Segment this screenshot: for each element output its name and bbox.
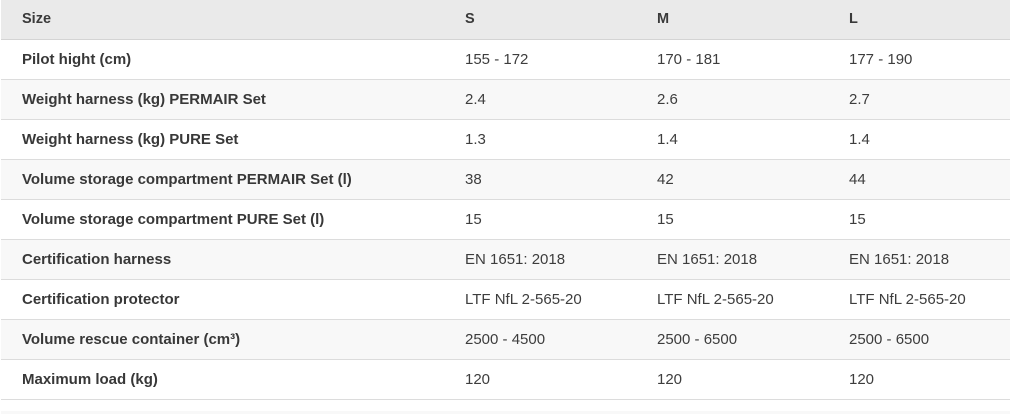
header-cell-l: L (828, 0, 1010, 40)
cell-value-m: LTF NfL 2-565-20 (636, 279, 828, 320)
table-row-volume-pure: Volume storage compartment PURE Set (l) … (1, 199, 1010, 240)
spec-table-body: Pilot hight (cm) 155 - 172 170 - 181 177… (1, 39, 1010, 400)
cell-value-l: 15 (828, 199, 1010, 240)
cell-value-l: 1.4 (828, 119, 1010, 160)
table-row-weight-permair: Weight harness (kg) PERMAIR Set 2.4 2.6 … (1, 79, 1010, 120)
table-row-certification-protector: Certification protector LTF NfL 2-565-20… (1, 279, 1010, 320)
cell-value-l: 2.7 (828, 79, 1010, 120)
header-row: Size S M L (1, 0, 1010, 40)
cell-value-m: 120 (636, 359, 828, 400)
row-label: Volume storage compartment PURE Set (l) (1, 199, 444, 240)
table-row-weight-pure: Weight harness (kg) PURE Set 1.3 1.4 1.4 (1, 119, 1010, 160)
cell-value-m: 15 (636, 199, 828, 240)
cell-value-l: 2500 - 6500 (828, 319, 1010, 360)
row-label: Volume rescue container (cm³) (1, 319, 444, 360)
row-label: Pilot hight (cm) (1, 39, 444, 80)
cell-value-s: 1.3 (444, 119, 636, 160)
header-cell-s: S (444, 0, 636, 40)
cell-value-l: LTF NfL 2-565-20 (828, 279, 1010, 320)
cell-value-s: 15 (444, 199, 636, 240)
cell-value-s: LTF NfL 2-565-20 (444, 279, 636, 320)
table-row-certification-harness: Certification harness EN 1651: 2018 EN 1… (1, 239, 1010, 280)
cell-value-s: EN 1651: 2018 (444, 239, 636, 280)
spec-table-header: Size S M L (1, 0, 1010, 40)
cell-value-l: 120 (828, 359, 1010, 400)
cell-value-s: 2500 - 4500 (444, 319, 636, 360)
row-label: Maximum load (kg) (1, 359, 444, 400)
row-label: Certification harness (1, 239, 444, 280)
cell-value-l: EN 1651: 2018 (828, 239, 1010, 280)
cell-value-m: 42 (636, 159, 828, 200)
table-row-volume-rescue: Volume rescue container (cm³) 2500 - 450… (1, 319, 1010, 360)
cell-value-m: 1.4 (636, 119, 828, 160)
cell-value-m: 2500 - 6500 (636, 319, 828, 360)
spec-table: Size S M L Pilot hight (cm) 155 - 172 17… (1, 0, 1010, 400)
row-label: Certification protector (1, 279, 444, 320)
cell-value-l: 44 (828, 159, 1010, 200)
header-cell-size: Size (1, 0, 444, 40)
next-row-partial (1, 411, 1010, 414)
table-row-pilot-height: Pilot hight (cm) 155 - 172 170 - 181 177… (1, 39, 1010, 80)
cell-value-m: EN 1651: 2018 (636, 239, 828, 280)
cell-value-l: 177 - 190 (828, 39, 1010, 80)
row-label: Volume storage compartment PERMAIR Set (… (1, 159, 444, 200)
cell-value-s: 2.4 (444, 79, 636, 120)
table-row-volume-permair: Volume storage compartment PERMAIR Set (… (1, 159, 1010, 200)
cell-value-s: 155 - 172 (444, 39, 636, 80)
row-label: Weight harness (kg) PURE Set (1, 119, 444, 160)
cell-value-s: 120 (444, 359, 636, 400)
cell-value-m: 2.6 (636, 79, 828, 120)
table-row-maximum-load: Maximum load (kg) 120 120 120 (1, 359, 1010, 400)
header-cell-m: M (636, 0, 828, 40)
cell-value-m: 170 - 181 (636, 39, 828, 80)
cell-value-s: 38 (444, 159, 636, 200)
row-label: Weight harness (kg) PERMAIR Set (1, 79, 444, 120)
